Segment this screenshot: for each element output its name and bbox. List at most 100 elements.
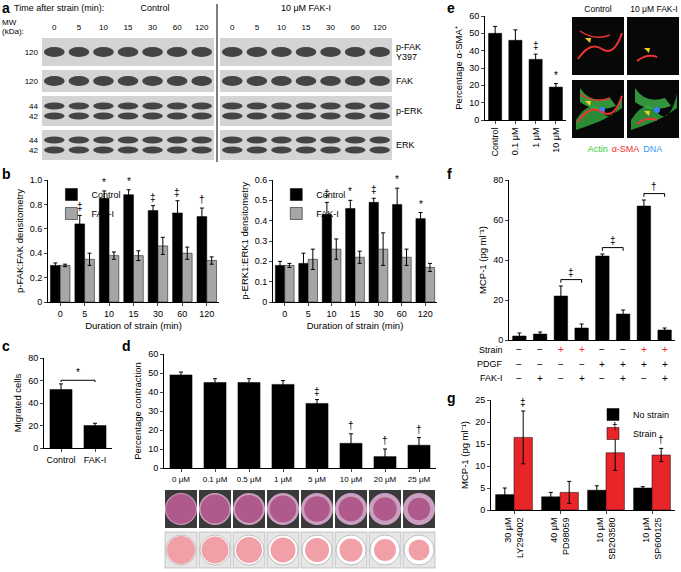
svg-text:+: +: [599, 359, 605, 370]
svg-text:p-ERK1:ERK1 densitometry: p-ERK1:ERK1 densitometry: [239, 182, 250, 300]
svg-text:10: 10: [475, 461, 485, 471]
svg-text:30: 30: [148, 23, 157, 32]
svg-text:Control: Control: [316, 190, 345, 200]
svg-text:0: 0: [153, 463, 158, 473]
svg-text:Control: Control: [46, 455, 75, 465]
svg-text:120: 120: [199, 309, 214, 319]
svg-text:Percentage contraction: Percentage contraction: [132, 362, 143, 460]
svg-text:+: +: [620, 373, 626, 384]
svg-text:60: 60: [493, 215, 503, 225]
svg-text:20 μM: 20 μM: [374, 475, 397, 484]
svg-text:10: 10: [277, 23, 286, 32]
svg-text:+: +: [579, 344, 585, 355]
svg-text:0: 0: [262, 297, 267, 307]
svg-text:−: −: [558, 359, 564, 370]
svg-text:60: 60: [469, 11, 479, 21]
svg-text:−: −: [537, 359, 543, 370]
svg-text:Duration of strain (min): Duration of strain (min): [307, 320, 404, 331]
svg-text:‡: ‡: [150, 192, 156, 203]
svg-text:0: 0: [474, 115, 479, 125]
svg-text:50: 50: [148, 368, 158, 378]
svg-text:30: 30: [153, 309, 163, 319]
svg-text:+: +: [579, 373, 585, 384]
svg-text:0: 0: [498, 335, 503, 345]
svg-text:+: +: [641, 359, 647, 370]
svg-text:10: 10: [327, 309, 337, 319]
svg-text:†: †: [651, 181, 657, 192]
svg-text:10: 10: [148, 444, 158, 454]
svg-text:60: 60: [177, 309, 187, 319]
svg-text:−: −: [558, 373, 564, 384]
svg-text:Migrated cells: Migrated cells: [12, 373, 23, 432]
svg-text:0: 0: [480, 505, 485, 515]
svg-text:40: 40: [469, 46, 479, 56]
svg-text:0.1 μM: 0.1 μM: [203, 475, 228, 484]
svg-text:‡: ‡: [568, 267, 574, 278]
svg-text:FAK-I: FAK-I: [91, 209, 114, 219]
svg-text:5: 5: [306, 309, 311, 319]
svg-text:120: 120: [418, 309, 433, 319]
svg-text:0: 0: [52, 23, 57, 32]
svg-text:20: 20: [493, 295, 503, 305]
svg-text:80: 80: [28, 353, 38, 363]
svg-text:*: *: [76, 367, 80, 378]
svg-text:40: 40: [493, 255, 503, 265]
svg-text:120: 120: [373, 23, 387, 32]
svg-text:Actinα-SMADNA: Actinα-SMADNA: [588, 144, 663, 154]
svg-text:MCP-1 (pg ml⁻¹): MCP-1 (pg ml⁻¹): [477, 226, 488, 294]
svg-text:10: 10: [469, 98, 479, 108]
svg-text:0.2: 0.2: [255, 256, 268, 266]
svg-text:0.1: 0.1: [255, 277, 268, 287]
svg-text:1 μM: 1 μM: [274, 475, 292, 484]
svg-text:1.0: 1.0: [30, 175, 43, 185]
svg-text:†: †: [199, 194, 205, 205]
svg-text:−: −: [516, 344, 522, 355]
svg-text:60: 60: [173, 23, 182, 32]
svg-text:0.1 μM: 0.1 μM: [510, 128, 520, 156]
svg-text:Control: Control: [140, 3, 169, 13]
svg-text:*: *: [127, 176, 131, 187]
svg-text:+: +: [662, 373, 668, 384]
svg-text:60: 60: [28, 376, 38, 386]
svg-text:30: 30: [326, 23, 335, 32]
svg-text:0.6: 0.6: [30, 224, 43, 234]
svg-text:40: 40: [28, 398, 38, 408]
svg-text:120: 120: [195, 23, 209, 32]
svg-text:15: 15: [302, 23, 311, 32]
svg-text:MW: MW: [2, 18, 17, 27]
svg-text:p-ERK: p-ERK: [396, 106, 423, 116]
svg-text:44: 44: [29, 102, 38, 111]
svg-text:0.5 μM: 0.5 μM: [237, 475, 262, 484]
svg-text:10 μMSP600125: 10 μMSP600125: [641, 518, 663, 560]
svg-text:30: 30: [469, 63, 479, 73]
svg-text:15: 15: [350, 309, 360, 319]
svg-text:‡: ‡: [174, 187, 180, 198]
svg-text:0.4: 0.4: [255, 216, 268, 226]
svg-text:40: 40: [148, 387, 158, 397]
svg-text:5: 5: [480, 483, 485, 493]
svg-text:60: 60: [351, 23, 360, 32]
svg-text:20: 20: [148, 425, 158, 435]
svg-text:0: 0: [282, 309, 287, 319]
svg-text:ERK: ERK: [396, 140, 415, 150]
svg-text:30 μMLY294002: 30 μMLY294002: [503, 518, 525, 558]
svg-text:50: 50: [469, 28, 479, 38]
svg-text:FAK: FAK: [396, 76, 413, 86]
svg-text:+: +: [558, 344, 564, 355]
svg-text:0.2: 0.2: [30, 273, 43, 283]
svg-text:*: *: [395, 174, 399, 185]
svg-text:FAK-I: FAK-I: [84, 455, 107, 465]
svg-text:†: †: [416, 424, 422, 435]
svg-text:0 μM: 0 μM: [172, 475, 190, 484]
svg-text:Strain: Strain: [479, 345, 503, 355]
svg-text:40 μMPD98059: 40 μMPD98059: [549, 518, 571, 556]
svg-text:Percentage α-SMA⁺: Percentage α-SMA⁺: [453, 26, 464, 109]
svg-text:‡: ‡: [533, 40, 539, 51]
svg-text:†: †: [348, 420, 354, 431]
svg-text:0.4: 0.4: [30, 248, 43, 258]
svg-text:10 μM: 10 μM: [340, 475, 363, 484]
svg-text:Time after strain (min):: Time after strain (min):: [14, 3, 104, 13]
svg-text:5 μM: 5 μM: [308, 475, 326, 484]
svg-text:25 μM: 25 μM: [408, 475, 431, 484]
svg-text:30: 30: [148, 406, 158, 416]
